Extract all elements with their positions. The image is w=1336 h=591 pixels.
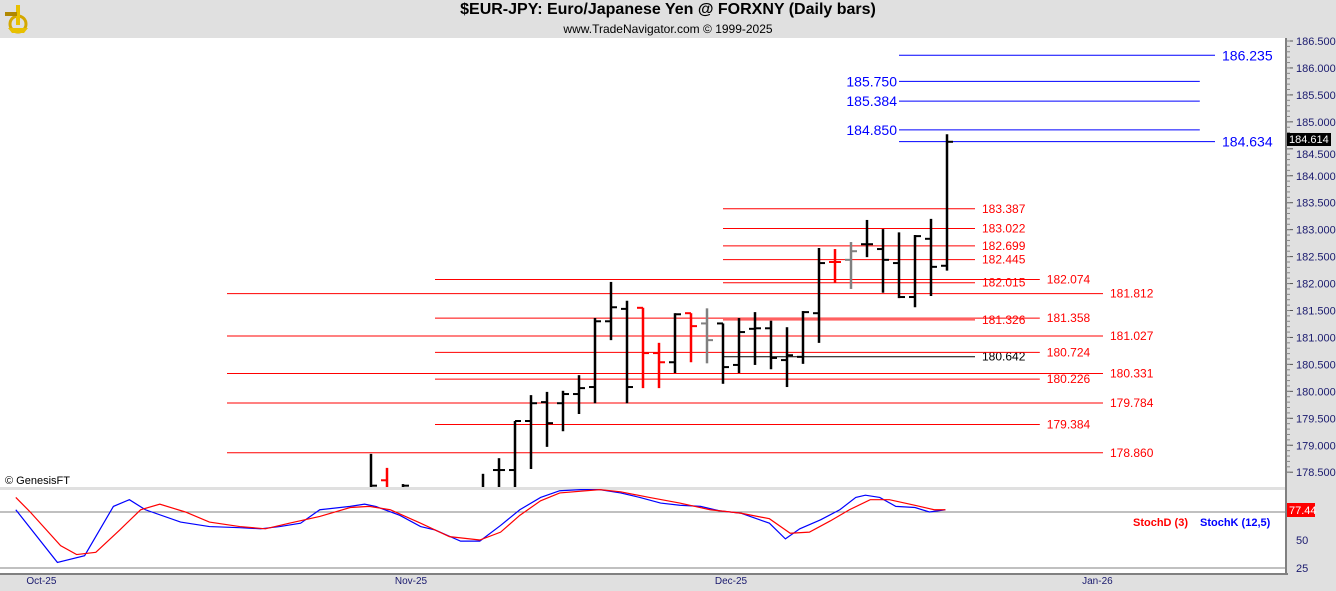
price-level-label: 179.784 [1110, 396, 1154, 410]
last-price-marker [1287, 133, 1331, 146]
ohlc-bar [525, 395, 537, 469]
ohlc-bar [493, 458, 505, 487]
ohlc-bar [557, 390, 569, 432]
ohlc-bar [765, 320, 777, 370]
price-tick-label: 178.500 [1296, 467, 1336, 479]
price-tick-label: 183.500 [1296, 198, 1336, 210]
stochd-line [15, 488, 946, 556]
ohlc-bar [733, 318, 745, 374]
price-level-label: 182.074 [1047, 273, 1091, 287]
price-level-label: 179.384 [1047, 418, 1091, 432]
price-level-label: 184.634 [1222, 134, 1273, 150]
price-level-label: 182.015 [982, 276, 1026, 290]
price-tick-label: 182.500 [1296, 252, 1336, 264]
stoch-tick-label: 50 [1296, 535, 1308, 547]
stoch-tick-label: 25 [1296, 563, 1308, 575]
date-tick-label: Oct-25 [26, 576, 56, 587]
price-level-label: 180.331 [1110, 367, 1154, 381]
ohlc-bar [717, 322, 729, 384]
price-tick-label: 179.500 [1296, 413, 1336, 425]
copyright-label: © GenesisFT [5, 475, 70, 487]
price-tick-label: 180.500 [1296, 359, 1336, 371]
price-tick-label: 179.000 [1296, 440, 1336, 452]
ohlc-bar [845, 242, 857, 289]
chart-subtitle: www.TradeNavigator.com © 1999-2025 [563, 22, 773, 36]
ohlc-bar [829, 249, 841, 284]
date-tick-label: Dec-25 [715, 576, 748, 587]
stochastic-lines [0, 488, 1285, 569]
ohlc-bar [369, 453, 377, 487]
trade-navigator-logo [2, 2, 34, 39]
price-tick-label: 180.000 [1296, 386, 1336, 398]
price-tick-label: 183.000 [1296, 225, 1336, 237]
price-level-label: 181.326 [982, 313, 1026, 327]
price-tick-label: 185.000 [1296, 117, 1336, 129]
last-price-value: 184.614 [1289, 134, 1329, 146]
ohlc-bar [877, 229, 889, 293]
ohlc-bar [893, 232, 905, 299]
ohlc-bar [925, 218, 937, 296]
price-level-label: 181.027 [1110, 329, 1154, 343]
price-axis: 186.500 186.000 185.500 185.000 184.500 184.0… [1286, 36, 1336, 575]
ohlc-bar [605, 281, 617, 341]
price-level-label: 181.812 [1110, 287, 1154, 301]
ohlc-bar [401, 484, 409, 487]
price-tick-label: 184.500 [1296, 149, 1336, 161]
price-tick-label: 184.000 [1296, 171, 1336, 183]
price-tick-label: 185.500 [1296, 90, 1336, 102]
price-tick-label: 181.000 [1296, 332, 1336, 344]
price-level-label: 181.358 [1047, 311, 1091, 325]
price-level-label: 182.445 [982, 253, 1026, 267]
stochastic-panel [0, 490, 1285, 573]
ohlc-bar [861, 219, 873, 258]
price-level-label: 186.235 [1222, 47, 1273, 63]
price-level-label: 184.850 [846, 122, 897, 138]
price-level-label: 180.642 [982, 350, 1026, 364]
ohlc-bar [669, 313, 681, 374]
date-axis: Oct-25 Nov-25 Dec-25 Jan-26 [26, 576, 1113, 587]
ohlc-bar [701, 308, 713, 364]
ohlc-bar [481, 473, 485, 487]
ohlc-bar [541, 391, 553, 447]
ohlc-bar [637, 306, 649, 389]
ohlc-bar [797, 311, 809, 364]
ohlc-bar [621, 300, 633, 404]
legend-stochd: StochD (3) [1133, 517, 1188, 529]
price-level-label: 185.384 [846, 93, 897, 109]
price-level-label: 185.750 [846, 73, 897, 89]
chart-title: $EUR-JPY: Euro/Japanese Yen @ FORXNY (Da… [460, 1, 876, 18]
ohlc-bar [653, 342, 665, 389]
price-level-label: 182.699 [982, 239, 1026, 253]
ohlc-bar [381, 467, 389, 487]
ohlc-bar [909, 235, 921, 308]
stoch-value-marker [1287, 503, 1315, 517]
price-level-label: 183.022 [982, 221, 1026, 235]
price-level-label: 180.226 [1047, 372, 1091, 386]
price-level-label: 178.860 [1110, 446, 1154, 460]
date-tick-label: Nov-25 [395, 576, 428, 587]
ohlc-bar [685, 312, 697, 363]
price-tick-label: 186.500 [1296, 36, 1336, 48]
ohlc-bar [509, 419, 521, 487]
price-tick-label: 186.000 [1296, 63, 1336, 75]
ohlc-bar [781, 327, 793, 388]
price-tick-label: 182.000 [1296, 279, 1336, 291]
date-tick-label: Jan-26 [1082, 576, 1113, 587]
ohlc-bar [589, 318, 601, 404]
price-level-label: 183.387 [982, 202, 1026, 216]
stochk-line [15, 489, 946, 564]
ohlc-bar [813, 247, 825, 343]
ohlc-bar [573, 375, 585, 414]
ohlc-bar [749, 312, 761, 365]
price-tick-label: 181.500 [1296, 306, 1336, 318]
legend-stochk: StochK (12,5) [1200, 517, 1271, 529]
price-panel [0, 38, 1285, 487]
stoch-last-value: 77.44 [1289, 505, 1317, 517]
ohlc-bars [369, 134, 953, 487]
ohlc-bar [941, 134, 953, 271]
price-level-label: 180.724 [1047, 345, 1091, 359]
price-levels: 186.235 185.750 185.384 184.850 184.634 183.3… [227, 47, 1273, 460]
